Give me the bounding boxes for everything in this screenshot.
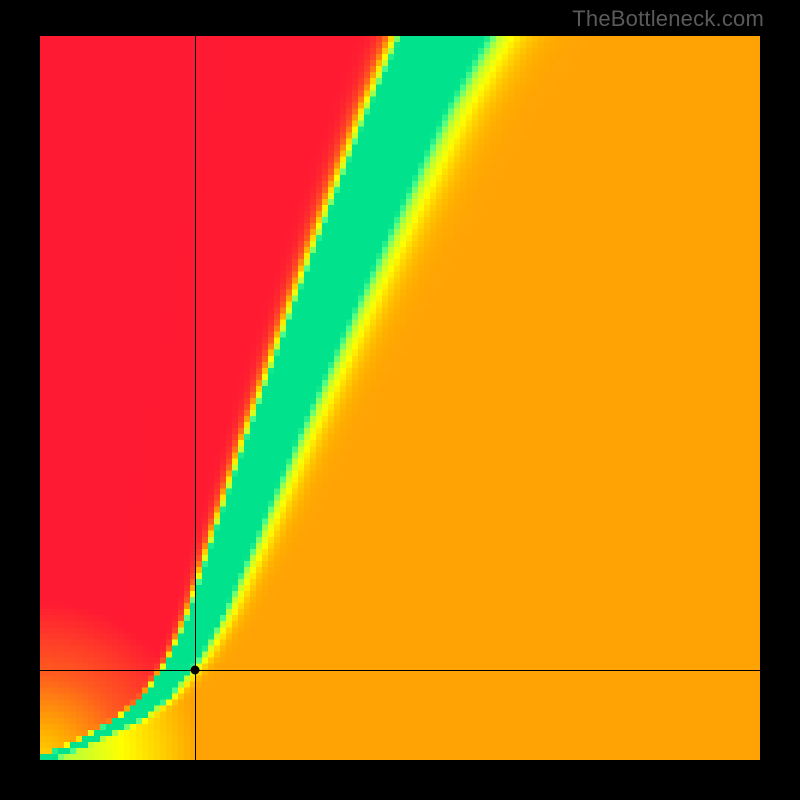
crosshair-dot	[190, 665, 199, 674]
heatmap-canvas	[40, 36, 760, 760]
watermark-text: TheBottleneck.com	[572, 6, 764, 32]
crosshair-horizontal	[40, 670, 760, 671]
crosshair-vertical	[195, 36, 196, 760]
heatmap-plot	[40, 36, 760, 760]
